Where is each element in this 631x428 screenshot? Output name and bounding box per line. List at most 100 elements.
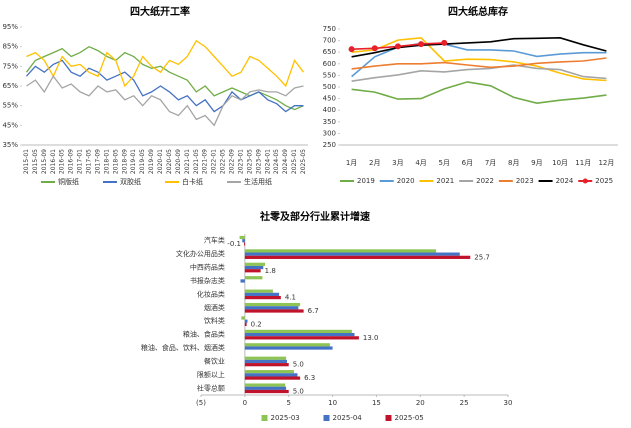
x-tick-label: 2017-09: [94, 149, 101, 174]
legend-label: 2025-04: [333, 414, 363, 422]
bar: [244, 383, 286, 387]
legend-label: 2025-05: [395, 414, 424, 422]
x-tick-label: 5: [286, 399, 290, 407]
legend-label: 2019: [357, 177, 375, 185]
x-tick-label: 2月: [369, 159, 380, 167]
x-tick-label: 2024-05: [273, 149, 280, 174]
series-marker: [394, 43, 401, 50]
y-tick-label: 中西药品类: [190, 263, 225, 272]
series-marker: [441, 39, 448, 46]
series-line: [351, 36, 607, 58]
data-label: 4.1: [285, 294, 296, 302]
y-tick-label: 文化办公用品类: [176, 249, 225, 258]
x-tick-label: 2018-01: [103, 149, 110, 174]
bar: [244, 370, 294, 374]
legend-label: 生活用纸: [244, 177, 272, 186]
data-label: 13.0: [363, 334, 379, 342]
data-label: -0.1: [227, 240, 241, 248]
legend-label: 2025: [595, 177, 613, 185]
bar: [244, 255, 471, 259]
y-tick-label: 700: [323, 37, 336, 45]
x-tick-label: 2022-01: [211, 149, 218, 174]
legend-marker: [582, 178, 588, 184]
bar: [244, 386, 287, 390]
x-tick-label: 12月: [598, 159, 614, 167]
y-tick-label: 书报杂志类: [190, 276, 225, 285]
bar: [244, 389, 289, 394]
y-tick-label: 粮油、食品、饮料、烟酒类: [141, 343, 225, 352]
series-marker: [348, 46, 355, 53]
x-tick-label: 2021-09: [202, 149, 209, 174]
y-tick-label: 55%: [2, 102, 18, 110]
y-tick-label: 650: [323, 48, 336, 56]
y-tick-label: 餐饮业: [204, 356, 225, 365]
y-tick-label: 350: [323, 118, 336, 126]
x-tick-label: 2017-05: [86, 149, 93, 174]
y-tick-label: 400: [323, 106, 336, 114]
y-tick-label: 75%: [2, 62, 18, 70]
x-tick-label: 30: [504, 399, 513, 407]
series-line: [351, 64, 607, 82]
bar: [244, 329, 352, 334]
x-tick-label: 11月: [575, 159, 591, 167]
bar: [244, 292, 280, 296]
x-tick-label: 2019-05: [139, 149, 146, 174]
bar: [244, 373, 298, 377]
x-tick-label: 2016-09: [68, 149, 75, 174]
x-tick-label: 8月: [508, 159, 519, 167]
legend-swatch: [385, 415, 392, 421]
series-line: [351, 81, 607, 105]
x-tick-label: 3月: [392, 159, 403, 167]
bar: [239, 235, 245, 240]
x-tick-label: 25: [460, 399, 469, 407]
x-tick-label: 2015-09: [41, 149, 48, 174]
x-tick-label: 2023-09: [255, 149, 262, 174]
y-tick-label: 粮油、食品类: [183, 330, 225, 339]
legend-label: 2025-03: [271, 414, 300, 422]
y-tick-label: 85%: [2, 43, 18, 51]
legend-swatch: [323, 415, 330, 421]
legend-label: 双胶纸: [120, 177, 141, 186]
series-marker: [371, 45, 378, 52]
bar: [243, 242, 245, 246]
data-label: 1.8: [265, 267, 276, 275]
y-tick-label: 汽车类: [204, 236, 225, 245]
series-marker: [418, 41, 425, 48]
x-tick-label: 2024-01: [264, 149, 271, 174]
series-line: [26, 59, 304, 113]
x-tick-label: 10: [328, 399, 337, 407]
x-tick-label: 2023-01: [237, 149, 244, 174]
bar: [244, 356, 287, 360]
bar: [244, 306, 299, 310]
y-tick-label: 250: [323, 141, 336, 149]
bar: [244, 262, 266, 266]
x-tick-label: 2025-05: [300, 149, 307, 174]
bar: [244, 309, 304, 313]
chart-title: 四大纸开工率: [130, 5, 190, 18]
y-tick-label: 300: [323, 129, 336, 137]
x-tick-label: 2024-09: [282, 149, 289, 174]
bar: [244, 252, 460, 256]
x-tick-label: (5): [196, 399, 206, 407]
x-tick-label: 7月: [485, 159, 496, 167]
x-tick-label: 5月: [439, 159, 450, 167]
series-line: [25, 45, 304, 111]
x-tick-label: 2020-01: [157, 149, 164, 174]
x-tick-label: 9月: [531, 159, 542, 167]
legend-label: 2022: [476, 177, 494, 185]
y-tick-label: 化妆品类: [197, 289, 225, 298]
series-line: [26, 39, 305, 88]
bar: [240, 279, 245, 283]
x-tick-label: 2018-05: [112, 149, 119, 174]
legend-label: 2023: [516, 177, 534, 185]
legend-swatch: [261, 415, 268, 421]
bar: [241, 316, 245, 320]
data-label: 6.3: [304, 374, 315, 382]
legend-label: 2024: [556, 177, 574, 185]
legend-label: 2021: [436, 177, 454, 185]
x-tick-label: 2025-01: [291, 149, 298, 174]
bar: [244, 269, 261, 273]
y-tick-label: 95%: [2, 23, 18, 31]
y-tick-label: 饮料类: [204, 316, 225, 325]
y-tick-label: 600: [323, 60, 336, 68]
